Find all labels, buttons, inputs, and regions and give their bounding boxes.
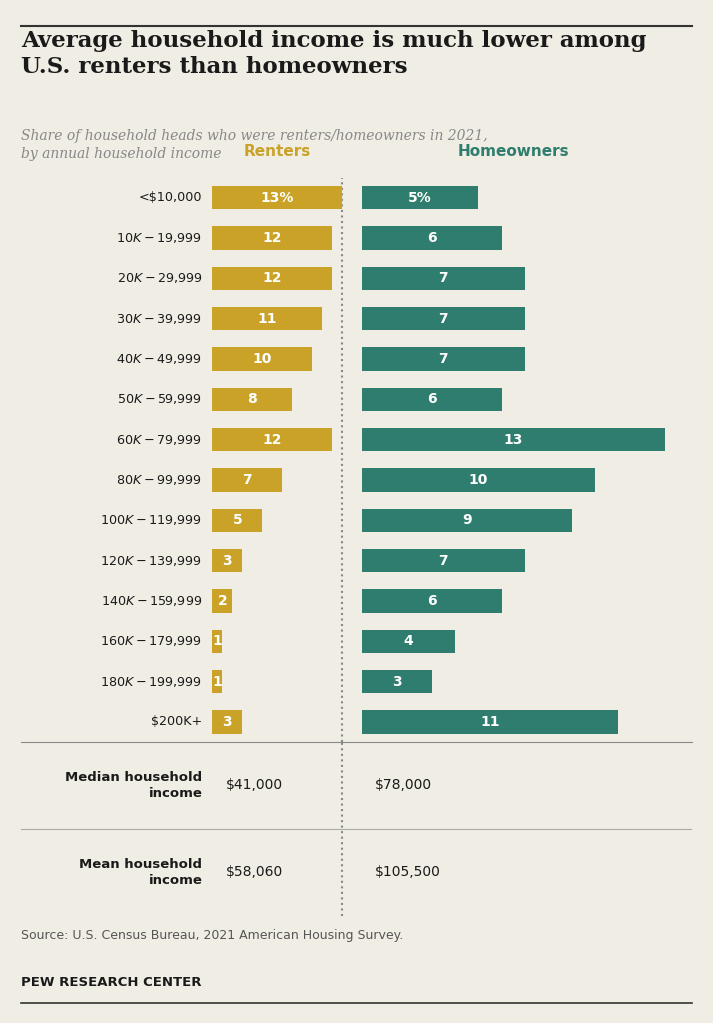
Text: 7: 7 [242, 473, 252, 487]
Text: $180K-$199,999: $180K-$199,999 [101, 674, 202, 688]
Bar [362, 549, 525, 572]
Text: 13%: 13% [260, 190, 294, 205]
Text: $10K-$19,999: $10K-$19,999 [116, 231, 202, 246]
Text: $58,060: $58,060 [226, 865, 283, 880]
Bar [212, 267, 332, 291]
Text: 10: 10 [468, 473, 488, 487]
Bar [212, 186, 342, 210]
Text: PEW RESEARCH CENTER: PEW RESEARCH CENTER [21, 977, 202, 989]
Text: $160K-$179,999: $160K-$179,999 [101, 634, 202, 649]
Text: 9: 9 [462, 514, 471, 527]
Text: 7: 7 [438, 312, 448, 325]
Bar [212, 428, 332, 451]
Text: 6: 6 [427, 392, 436, 406]
Bar [212, 347, 312, 370]
Bar [212, 469, 282, 492]
Bar [212, 549, 242, 572]
Text: $80K-$99,999: $80K-$99,999 [116, 473, 202, 487]
Bar [362, 186, 478, 210]
Text: $41,000: $41,000 [226, 779, 283, 793]
Text: Average household income is much lower among
U.S. renters than homeowners: Average household income is much lower a… [21, 30, 647, 79]
Text: 2: 2 [217, 594, 227, 608]
Text: 6: 6 [427, 594, 436, 608]
Text: Share of household heads who were renters/homeowners in 2021,
by annual househol: Share of household heads who were renter… [21, 129, 488, 162]
Text: 5: 5 [232, 514, 242, 527]
Bar [212, 629, 222, 653]
Bar [362, 469, 595, 492]
Text: $60K-$79,999: $60K-$79,999 [116, 433, 202, 447]
Text: $40K-$49,999: $40K-$49,999 [116, 352, 202, 366]
Bar [212, 508, 262, 532]
Text: 10: 10 [252, 352, 272, 366]
Bar [212, 589, 232, 613]
Bar [362, 670, 432, 694]
Text: $100K-$119,999: $100K-$119,999 [101, 514, 202, 527]
Text: Source: U.S. Census Bureau, 2021 American Housing Survey.: Source: U.S. Census Bureau, 2021 America… [21, 929, 404, 942]
Text: 3: 3 [222, 715, 232, 728]
Text: <$10,000: <$10,000 [139, 191, 202, 205]
Bar [362, 347, 525, 370]
Bar [362, 267, 525, 291]
Text: 3: 3 [392, 674, 401, 688]
Text: 11: 11 [257, 312, 277, 325]
Bar [362, 428, 665, 451]
Text: $50K-$59,999: $50K-$59,999 [117, 392, 202, 406]
Text: $78,000: $78,000 [375, 779, 432, 793]
Text: $140K-$159,999: $140K-$159,999 [101, 594, 202, 608]
Bar [212, 710, 242, 733]
Text: $30K-$39,999: $30K-$39,999 [116, 312, 202, 325]
Text: 7: 7 [438, 271, 448, 285]
Bar [212, 670, 222, 694]
Text: $20K-$29,999: $20K-$29,999 [117, 271, 202, 285]
Text: 8: 8 [247, 392, 257, 406]
Bar [212, 388, 292, 411]
Text: $120K-$139,999: $120K-$139,999 [101, 553, 202, 568]
Bar [362, 226, 502, 250]
Text: Homeowners: Homeowners [458, 144, 569, 160]
Text: 11: 11 [481, 715, 500, 728]
Text: $200K+: $200K+ [151, 715, 202, 728]
Text: 5%: 5% [409, 190, 432, 205]
Bar [362, 508, 572, 532]
Bar [212, 307, 322, 330]
Text: 7: 7 [438, 352, 448, 366]
Bar [362, 388, 502, 411]
Text: Mean household
income: Mean household income [79, 857, 202, 887]
Text: 6: 6 [427, 231, 436, 246]
Bar [362, 710, 618, 733]
Bar [362, 307, 525, 330]
Text: 13: 13 [503, 433, 523, 447]
Text: $105,500: $105,500 [375, 865, 441, 880]
Text: Median household
income: Median household income [65, 771, 202, 800]
Text: Renters: Renters [243, 144, 311, 160]
Text: 1: 1 [212, 674, 222, 688]
Text: 12: 12 [262, 433, 282, 447]
Text: 3: 3 [222, 553, 232, 568]
Text: 4: 4 [404, 634, 414, 649]
Text: 12: 12 [262, 231, 282, 246]
Text: 12: 12 [262, 271, 282, 285]
Text: 1: 1 [212, 634, 222, 649]
Bar [362, 629, 455, 653]
Bar [362, 589, 502, 613]
Bar [212, 226, 332, 250]
Text: 7: 7 [438, 553, 448, 568]
